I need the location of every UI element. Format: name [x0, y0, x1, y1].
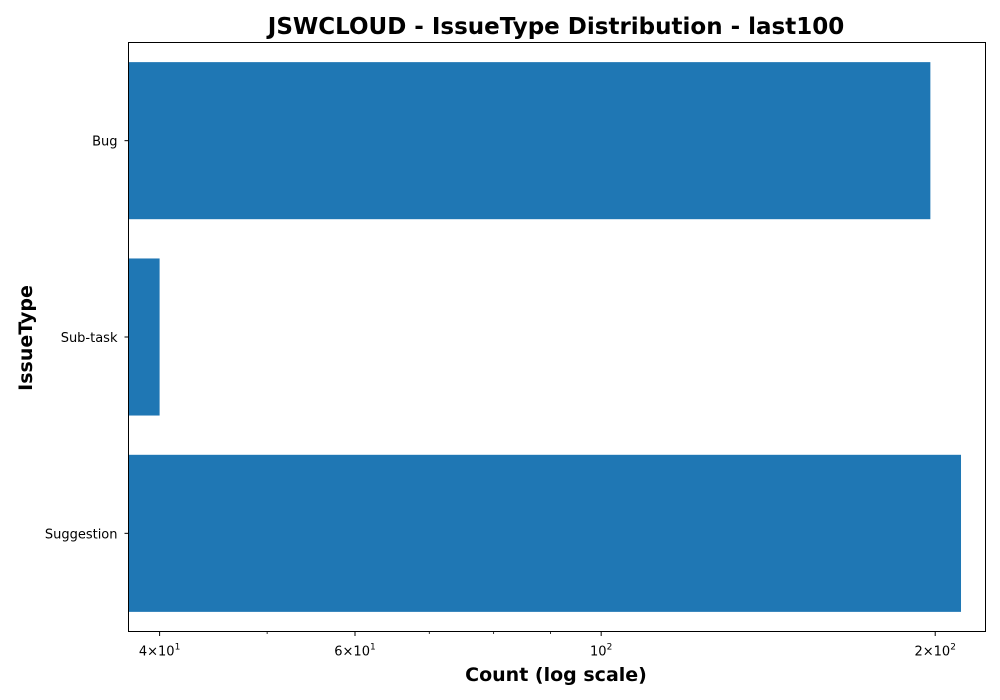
bar-bug [129, 62, 931, 219]
bar-suggestion [129, 455, 962, 612]
bar-sub-task [129, 258, 160, 415]
chart-title: JSWCLOUD - IssueType Distribution - last… [266, 14, 844, 40]
x-tick-label: 4×101 [139, 643, 180, 660]
y-tick-label: Sub-task [61, 331, 118, 346]
x-tick-label: 6×101 [334, 643, 375, 660]
y-axis-label: IssueType [15, 285, 37, 391]
x-axis-label: Count (log scale) [465, 664, 647, 686]
y-tick-label: Suggestion [45, 527, 118, 542]
y-tick-label: Bug [92, 135, 117, 150]
x-tick-label: 2×102 [914, 643, 955, 660]
